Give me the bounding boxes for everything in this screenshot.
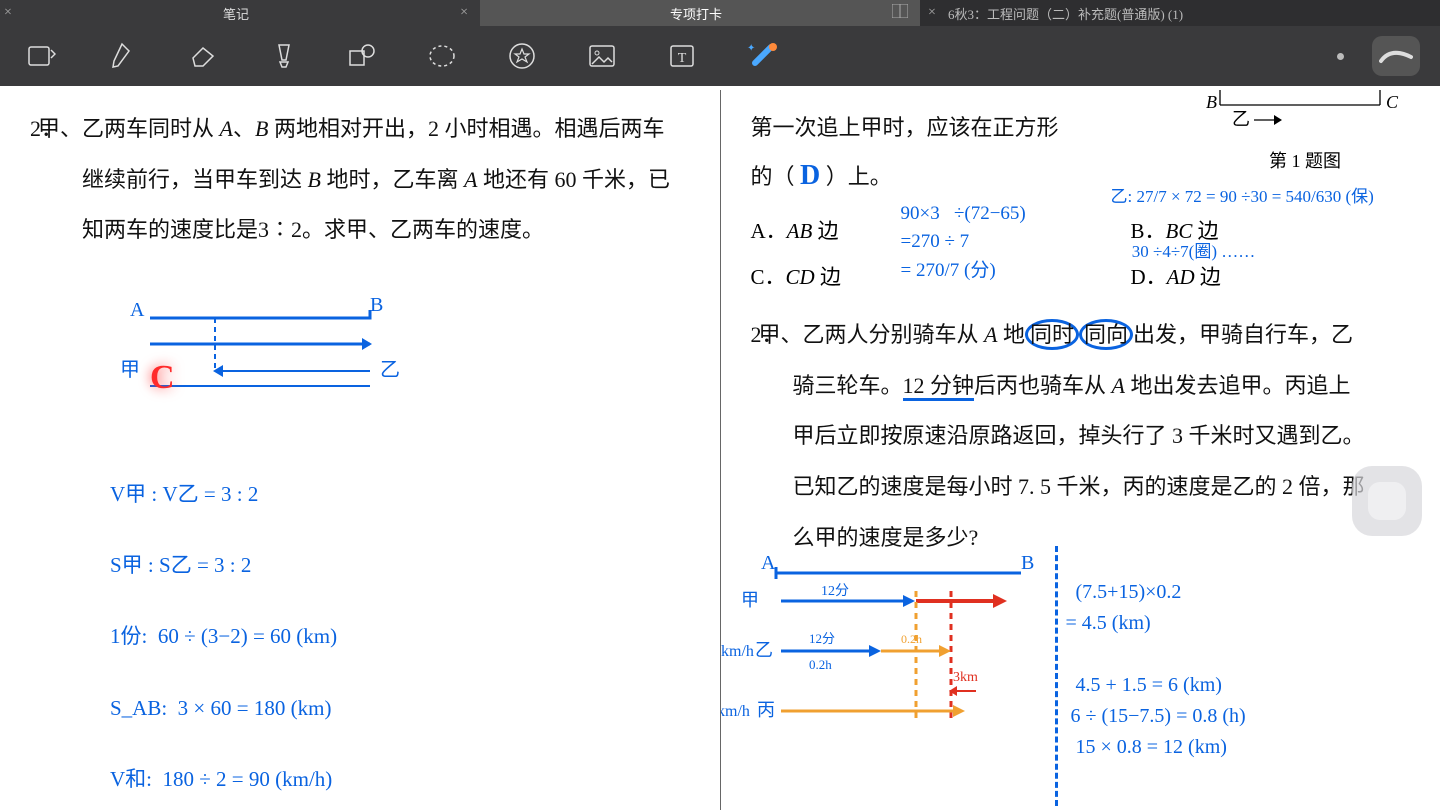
stroke-size-dots[interactable] bbox=[1337, 36, 1420, 76]
svg-text:B: B bbox=[1021, 552, 1034, 574]
tab-other-doc[interactable]: × 6秋3：工程问题（二）补充题(普通版) (1) bbox=[920, 0, 1440, 26]
svg-text:3km: 3km bbox=[953, 670, 978, 685]
shape-icon[interactable] bbox=[340, 34, 384, 78]
p2-diagram: A B 甲 12分 7.5km/h 乙 12分 0.2h 0.2h 3km bbox=[721, 551, 1061, 746]
underlined-word: 12 分钟 bbox=[903, 373, 975, 401]
toolbar: T ✦ bbox=[0, 26, 1440, 86]
stroke-dot-small[interactable] bbox=[1337, 53, 1344, 60]
label-A: A bbox=[130, 299, 145, 321]
label-yi: 乙 bbox=[380, 359, 400, 381]
sparkle-icon[interactable]: ✦ bbox=[740, 34, 784, 78]
circled-word: 同时 bbox=[1025, 319, 1079, 350]
svg-text:✦: ✦ bbox=[747, 43, 755, 54]
answer-letter: D bbox=[800, 160, 820, 191]
split-document: 2．甲、乙两车同时从 A、B 两地相对开出，2 小时相遇。相遇后两车继续前行，当… bbox=[0, 86, 1440, 810]
stroke-style-selected[interactable] bbox=[1372, 36, 1420, 76]
pen-icon[interactable] bbox=[100, 34, 144, 78]
q1-side-calc: 90×3 ÷(72−65) =270 ÷ 7 = 270/7 (分) bbox=[901, 171, 1026, 285]
close-icon[interactable]: × bbox=[928, 5, 936, 21]
assistive-touch-button[interactable] bbox=[1352, 466, 1422, 536]
svg-text:0.2h: 0.2h bbox=[809, 657, 832, 672]
svg-text:乙: 乙 bbox=[755, 640, 773, 660]
tab-bar: × 笔记 × 专项打卡 × 6秋3：工程问题（二）补充题(普通版) (1) bbox=[0, 0, 1440, 26]
q1-side-calc-right: 乙: 27/7 × 72 = 90 ÷30 = 540/630 (保) 30 ÷… bbox=[1111, 156, 1374, 265]
problem-body: 甲、乙两车同时从 A、B 两地相对开出，2 小时相遇。相遇后两车继续前行，当甲车… bbox=[38, 116, 670, 242]
eraser-icon[interactable] bbox=[180, 34, 224, 78]
tab-label: 6秋3：工程问题（二）补充题(普通版) (1) bbox=[948, 4, 1183, 23]
p2-bottom-line: 7.5 × 2 = 15 (km/h) 12 ÷ 60 = 0.2 h bbox=[741, 776, 1110, 810]
svg-text:15km/h: 15km/h bbox=[721, 703, 750, 720]
close-icon[interactable]: × bbox=[460, 5, 468, 21]
text-icon[interactable]: T bbox=[660, 34, 704, 78]
page-left[interactable]: 2．甲、乙两车同时从 A、B 两地相对开出，2 小时相遇。相遇后两车继续前行，当… bbox=[0, 86, 720, 810]
star-icon[interactable] bbox=[500, 34, 544, 78]
svg-text:乙: 乙 bbox=[1232, 109, 1250, 129]
svg-text:B: B bbox=[1206, 92, 1217, 112]
problem-text: 2．甲、乙两车同时从 A、B 两地相对开出，2 小时相遇。相遇后两车继续前行，当… bbox=[30, 104, 670, 256]
highlighter-icon[interactable] bbox=[260, 34, 304, 78]
label-B: B bbox=[370, 296, 383, 316]
tab-current[interactable]: 专项打卡 bbox=[480, 0, 920, 26]
svg-text:0.2h: 0.2h bbox=[901, 632, 922, 646]
lasso-icon[interactable] bbox=[420, 34, 464, 78]
left-diagram: A B 甲 乙 C bbox=[120, 296, 440, 411]
svg-text:C: C bbox=[1386, 92, 1399, 112]
svg-text:A: A bbox=[761, 552, 776, 574]
svg-text:甲: 甲 bbox=[741, 590, 759, 610]
svg-text:T: T bbox=[678, 51, 687, 66]
svg-text:7.5km/h: 7.5km/h bbox=[721, 643, 754, 660]
svg-text:12分: 12分 bbox=[821, 583, 849, 599]
svg-text:丙: 丙 bbox=[757, 700, 775, 720]
page-right[interactable]: B C 乙 第 1 题图 第一次追上甲时，应该在正方形 的（ D ）上。 90×… bbox=[721, 86, 1440, 810]
split-view-icon[interactable] bbox=[892, 4, 908, 22]
tab-label: 专项打卡 bbox=[670, 4, 722, 23]
label-jia: 甲 bbox=[120, 359, 140, 381]
problem2-text: 2．甲、乙两人分别骑车从 A 地同时同向出发，甲骑自行车，乙骑三轮车。12 分钟… bbox=[751, 310, 1371, 563]
tab-label: 笔记 bbox=[223, 4, 249, 23]
left-working: V甲 : V乙 = 3 : 2 S甲 : S乙 = 3 : 2 1份: 60 ÷… bbox=[110, 441, 396, 810]
glow-mark: C bbox=[150, 359, 175, 396]
close-icon[interactable]: × bbox=[4, 5, 12, 21]
svg-text:12分: 12分 bbox=[809, 631, 835, 646]
tab-notes[interactable]: × 笔记 × bbox=[0, 0, 480, 26]
p2-working: (7.5+15)×0.2 = 4.5 (km) 4.5 + 1.5 = 6 (k… bbox=[1061, 546, 1246, 763]
image-icon[interactable] bbox=[580, 34, 624, 78]
readmode-icon[interactable] bbox=[20, 34, 64, 78]
circled-word: 同向 bbox=[1079, 319, 1133, 350]
